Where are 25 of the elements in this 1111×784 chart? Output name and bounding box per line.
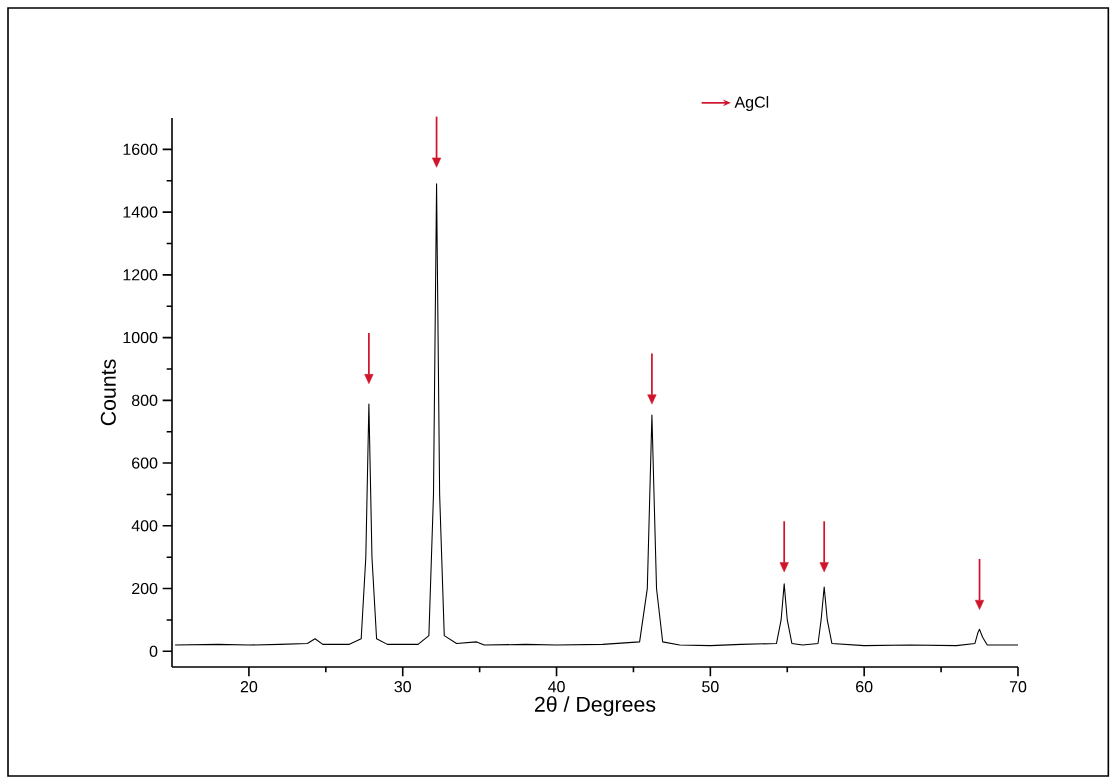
point — [647, 394, 657, 405]
y-tick-label: 200 — [132, 582, 158, 595]
point — [364, 374, 374, 384]
y-tick-label: 1000 — [123, 331, 158, 344]
y-axis-title: Counts — [100, 359, 116, 426]
x-tick-label: 70 — [1009, 681, 1027, 693]
point — [975, 599, 985, 610]
x-tick-label: 30 — [394, 681, 412, 693]
y-tick-label: 600 — [132, 457, 158, 469]
point — [819, 562, 829, 573]
y-tick-label: 1200 — [123, 269, 158, 281]
y-tick-label: 800 — [131, 394, 158, 406]
line-series — [174, 183, 1019, 647]
point — [432, 157, 442, 168]
y-tick-label: 1600 — [123, 143, 158, 156]
y-tick-label: 1400 — [123, 206, 158, 218]
legend-label: AgCl — [734, 96, 769, 111]
x-tick-label: 50 — [702, 681, 719, 693]
y-tick-label: 400 — [131, 520, 158, 532]
point — [779, 562, 789, 573]
x-tick-label: 20 — [240, 681, 258, 693]
x-axis-title: 2θ / Degrees — [534, 696, 656, 717]
x-tick-label: 60 — [856, 681, 873, 693]
y-tick-label: 0 — [149, 645, 158, 657]
x-tick-label: 40 — [548, 681, 565, 693]
